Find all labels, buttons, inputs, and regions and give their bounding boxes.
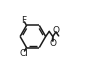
Text: O: O bbox=[52, 26, 59, 35]
Text: F: F bbox=[22, 16, 27, 25]
Text: O: O bbox=[49, 39, 56, 48]
Text: Cl: Cl bbox=[20, 49, 29, 58]
